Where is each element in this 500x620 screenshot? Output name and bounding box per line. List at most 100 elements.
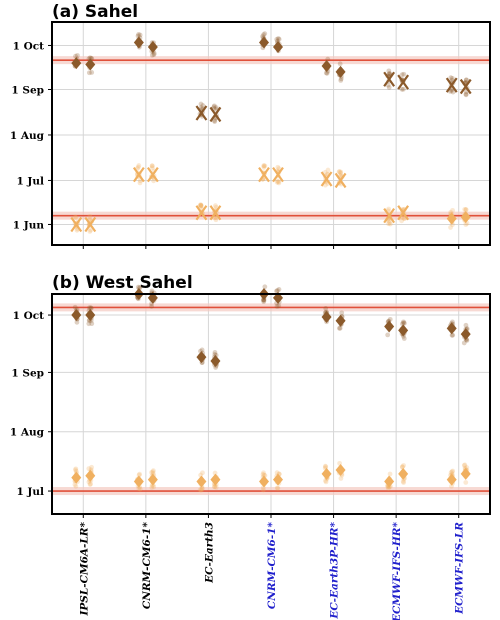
ensemble-point — [401, 71, 407, 77]
ensemble-point — [260, 472, 266, 477]
ensemble-point — [200, 103, 206, 108]
mean-marker — [71, 471, 82, 484]
ensemble-point — [213, 484, 219, 490]
ensemble-point — [73, 53, 78, 59]
mean-marker — [85, 58, 96, 71]
x-tick-label: ECMWF-IFS-LR — [454, 522, 466, 615]
ensemble-point — [450, 207, 455, 213]
mean-marker — [210, 473, 221, 486]
ensemble-point — [450, 89, 456, 95]
mean-marker — [133, 475, 144, 488]
mean-marker — [85, 309, 96, 322]
ensemble-point — [211, 103, 217, 109]
panel-sahel: (a) Sahel 1 Oct 1 Sep 1 Aug 1 Jul 1 Jun — [10, 2, 491, 249]
x-tick-label: CNRM-CM6-1* — [266, 521, 278, 609]
mean-marker — [210, 354, 221, 367]
mean-marker — [209, 205, 222, 221]
ensemble-point — [325, 167, 331, 173]
ensemble-point — [261, 298, 267, 303]
ensemble-point — [274, 303, 280, 309]
mean-marker — [209, 106, 222, 123]
mean-marker — [446, 473, 457, 486]
ensemble-point — [387, 221, 393, 227]
ensemble-point — [149, 163, 155, 169]
y-tick-label: 1 Aug — [10, 427, 45, 439]
ensemble-point — [463, 207, 469, 213]
ensemble-point — [212, 119, 218, 124]
ensemble-point — [261, 163, 267, 168]
ensemble-point — [87, 305, 92, 311]
ensemble-point — [149, 165, 155, 171]
ensemble-point — [276, 303, 282, 309]
ensemble-point — [462, 206, 468, 212]
ensemble-point — [86, 70, 92, 76]
plot-frame — [51, 293, 491, 515]
ensemble-point — [338, 169, 344, 175]
ensemble-point — [401, 319, 406, 325]
ensemble-point — [213, 365, 219, 370]
ensemble-point — [386, 206, 392, 212]
ensemble-point — [72, 304, 78, 310]
mean-marker — [460, 211, 471, 224]
ensemble-point — [149, 303, 155, 309]
ensemble-point — [448, 75, 454, 81]
mean-marker — [334, 172, 347, 189]
mean-marker — [84, 216, 97, 233]
ensemble-point — [450, 468, 456, 474]
ensemble-point — [337, 61, 343, 67]
ensemble-point — [339, 310, 345, 316]
ensemble-point — [213, 105, 219, 111]
mean-marker — [383, 71, 396, 87]
ensemble-point — [261, 163, 267, 169]
ensemble-point — [198, 487, 204, 493]
ensemble-point — [323, 464, 329, 470]
mean-marker — [320, 171, 333, 187]
ensemble-point — [275, 485, 281, 491]
x-axis-labels: IPSL-CM6A-LR* CNRM-CM6-1* EC-Earth3 CNRM-CM… — [78, 521, 465, 620]
ensemble-point — [386, 221, 391, 227]
ensemble-point — [401, 336, 407, 341]
mean-marker — [272, 166, 284, 183]
plot-frame — [51, 21, 491, 246]
ensemble-point — [337, 169, 343, 175]
ensemble-point — [274, 179, 280, 185]
y-tick-label: 1 Sep — [11, 367, 44, 379]
ensemble-point — [399, 72, 405, 78]
mean-marker — [273, 473, 283, 486]
ensemble-point — [200, 470, 205, 476]
mean-marker — [321, 60, 332, 73]
y-tick-label: 1 Jul — [16, 486, 44, 498]
mean-marker — [384, 475, 395, 488]
ensemble-point — [73, 469, 79, 474]
ensemble-point — [87, 213, 93, 219]
mean-marker — [459, 78, 472, 95]
mean-marker — [384, 320, 395, 333]
ensemble-point — [75, 53, 80, 58]
ensemble-point — [386, 85, 392, 90]
ensemble-point — [88, 305, 94, 311]
ensemble-point — [198, 203, 204, 209]
mean-marker — [273, 40, 283, 53]
ensemble-point — [73, 466, 79, 472]
ensemble-point — [261, 32, 266, 38]
ensemble-point — [73, 483, 79, 489]
ensemble-point — [212, 484, 217, 490]
ensemble-point — [149, 52, 155, 58]
ensemble-point — [387, 471, 393, 477]
x-tick-label: CNRM-CM6-1* — [141, 521, 153, 609]
ensemble-point — [386, 68, 392, 74]
ensemble-point — [449, 469, 455, 475]
ensemble-point — [88, 481, 93, 487]
mean-marker — [445, 77, 458, 93]
ensemble-point — [87, 482, 93, 487]
mean-marker — [147, 40, 158, 53]
ensemble-point — [449, 75, 455, 81]
ensemble-point — [338, 76, 344, 82]
ensemble-point — [151, 52, 157, 58]
panel-title: (b) West Sahel — [52, 273, 193, 293]
ensemble-point — [72, 214, 78, 220]
ensemble-point — [449, 88, 454, 93]
ensemble-point — [135, 284, 141, 290]
y-tick-label: 1 Sep — [11, 84, 44, 96]
ensemble-point — [337, 325, 342, 331]
